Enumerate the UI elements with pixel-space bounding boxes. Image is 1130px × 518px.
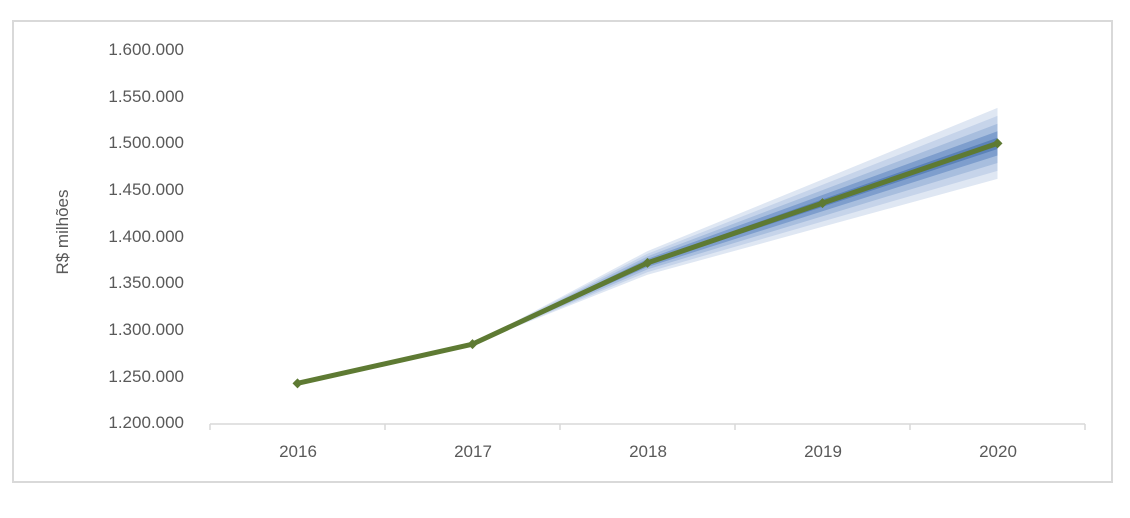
x-axis-tick-label: 2016 <box>279 442 317 461</box>
x-axis-tick-label: 2019 <box>804 442 842 461</box>
y-axis-tick-label: 1.500.000 <box>108 133 184 152</box>
y-axis-tick-label: 1.400.000 <box>108 227 184 246</box>
y-axis-tick-label: 1.200.000 <box>108 413 184 432</box>
y-axis-tick-label: 1.250.000 <box>108 367 184 386</box>
x-axis-tick-label: 2020 <box>979 442 1017 461</box>
y-axis-tick-label: 1.300.000 <box>108 320 184 339</box>
x-axis-tick-label: 2017 <box>454 442 492 461</box>
y-axis-tick-label: 1.600.000 <box>108 40 184 59</box>
x-axis-tick-label: 2018 <box>629 442 667 461</box>
y-axis-tick-label: 1.350.000 <box>108 273 184 292</box>
y-axis-tick-label: 1.550.000 <box>108 87 184 106</box>
y-axis-tick-label: 1.450.000 <box>108 180 184 199</box>
